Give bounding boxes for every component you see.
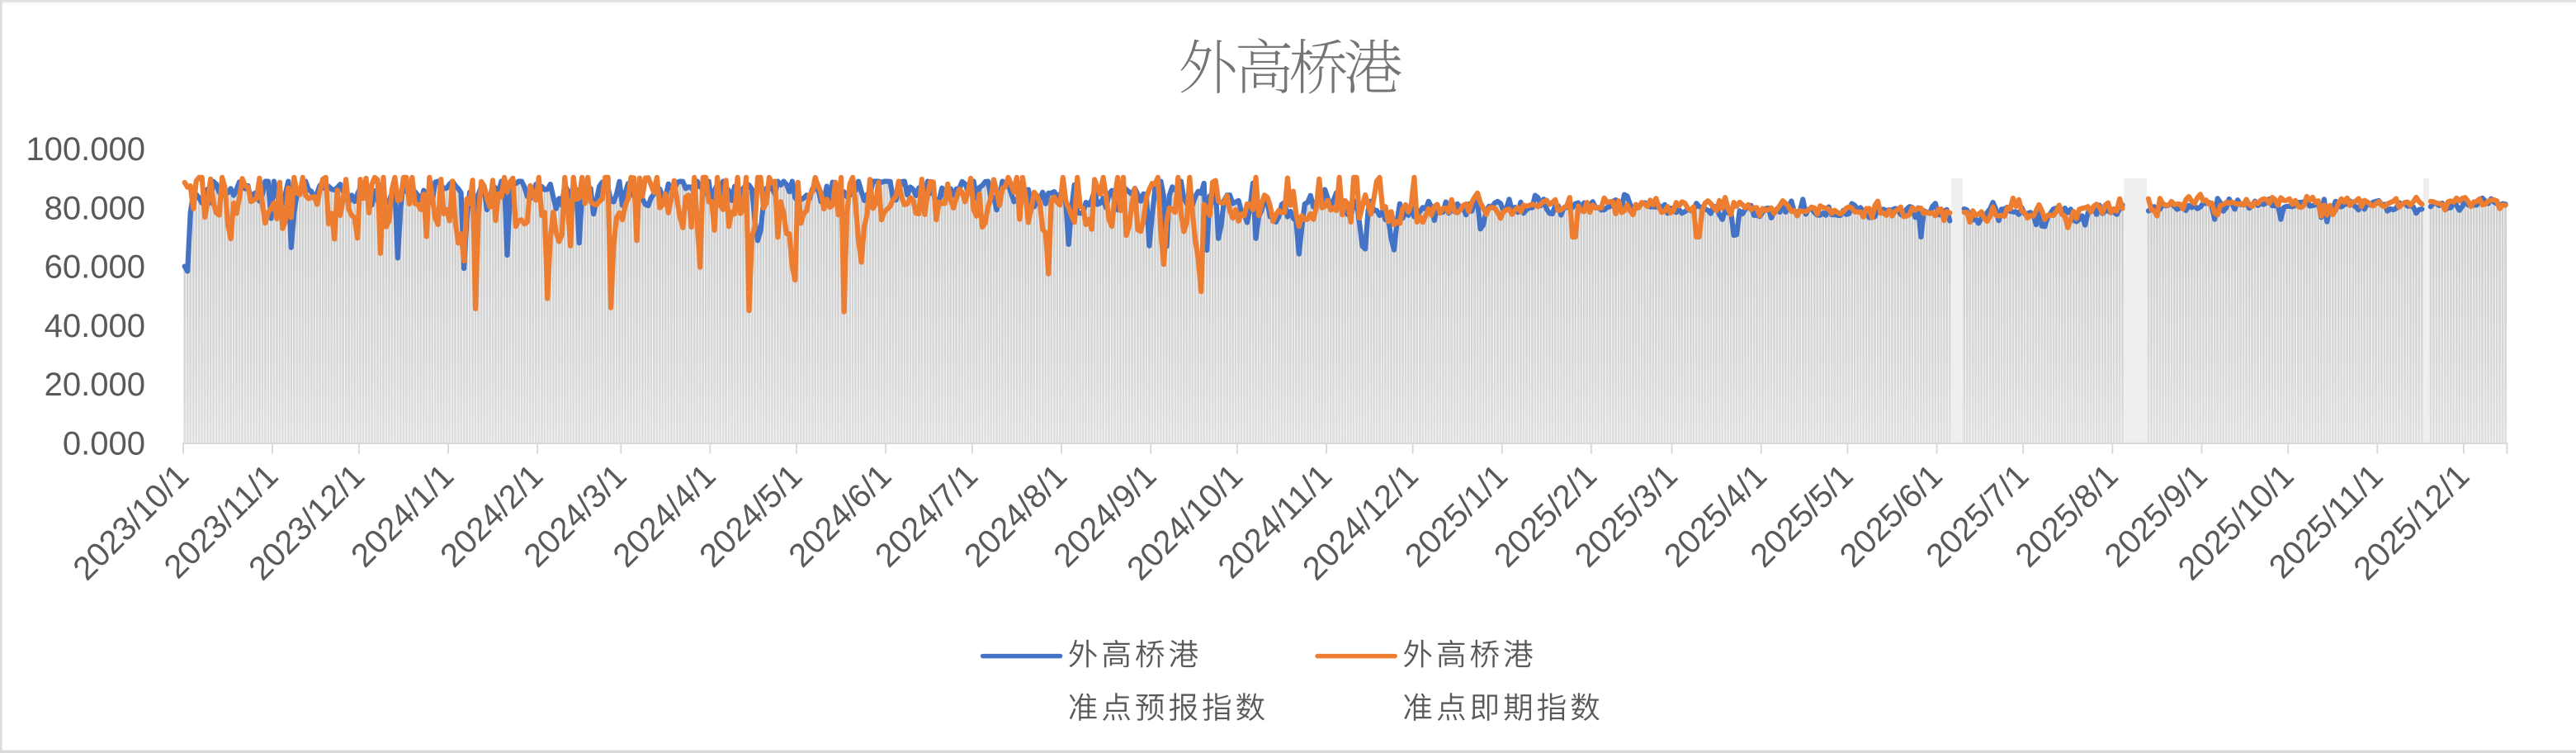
svg-text:100.000: 100.000 bbox=[26, 131, 145, 168]
svg-text:80.000: 80.000 bbox=[45, 190, 145, 226]
svg-text:40.000: 40.000 bbox=[45, 308, 145, 344]
svg-text:20.000: 20.000 bbox=[45, 367, 145, 403]
svg-text:60.000: 60.000 bbox=[45, 249, 145, 286]
svg-text:0.000: 0.000 bbox=[63, 426, 145, 462]
